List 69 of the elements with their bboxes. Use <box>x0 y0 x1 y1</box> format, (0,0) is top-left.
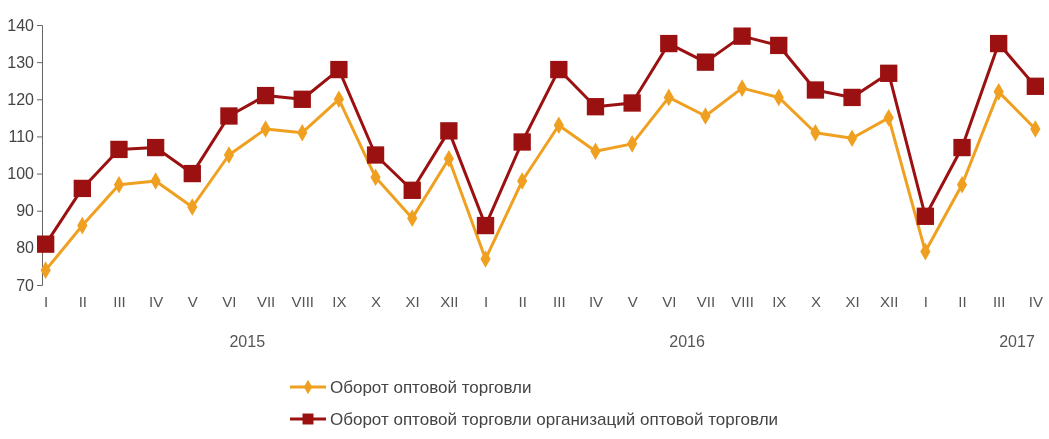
point <box>660 34 678 53</box>
point <box>550 60 568 79</box>
legend-label: Оборот оптовой торговли <box>330 378 532 397</box>
x-tick-label: XII <box>880 292 899 310</box>
x-tick-label: VI <box>222 292 237 310</box>
x-tick-label: XII <box>440 292 459 310</box>
point <box>623 94 641 112</box>
point <box>256 86 275 105</box>
x-tick-label: I <box>483 292 489 310</box>
text: 2015 <box>229 333 266 350</box>
point <box>953 138 971 157</box>
point <box>990 34 1008 53</box>
x-tick-label: IV <box>1028 292 1043 310</box>
x-tick-label: X <box>371 292 382 310</box>
x-tick-label: IV <box>588 292 604 310</box>
point <box>1026 77 1044 95</box>
x-tick-label: II <box>518 292 527 310</box>
x-tick-label: II <box>958 292 967 310</box>
point <box>146 138 165 157</box>
y-tick-label: 110 <box>8 128 35 146</box>
point <box>330 60 348 79</box>
y-tick-label: 70 <box>16 276 35 294</box>
x-tick-label: II <box>78 292 87 310</box>
point <box>586 98 605 116</box>
legend-label: Оборот оптовой торговли организаций оптовой торговли <box>330 410 779 429</box>
x-tick-label: V <box>627 292 638 310</box>
x-tick-label: III <box>992 292 1006 310</box>
x-tick-label: XI <box>845 292 860 310</box>
y-tick-label: 140 <box>7 16 35 34</box>
x-tick-label: IV <box>149 292 164 310</box>
point <box>916 207 935 225</box>
x-tick-label: IX <box>332 292 347 310</box>
point <box>806 81 825 99</box>
y-tick-label: 120 <box>7 90 35 108</box>
point <box>403 181 421 199</box>
x-tick-label: I <box>44 292 49 310</box>
text: 2016 <box>669 333 706 350</box>
x-tick-label: VIII <box>731 292 754 310</box>
point <box>733 27 751 45</box>
y-tick-label: 80 <box>16 239 35 257</box>
point <box>880 64 898 82</box>
y-tick-label: 90 <box>16 202 35 220</box>
x-tick-label: VII <box>256 292 276 310</box>
y-tick-label: 130 <box>7 53 35 71</box>
point <box>696 53 715 71</box>
point <box>476 216 495 235</box>
point <box>37 235 55 253</box>
point <box>110 140 128 159</box>
point <box>440 122 458 140</box>
x-tick-label: IX <box>772 292 787 310</box>
x-tick-label: V <box>187 292 198 310</box>
point <box>73 179 91 198</box>
x-tick-label: X <box>810 292 821 310</box>
x-tick-label: III <box>553 292 566 310</box>
y-tick-label: 100 <box>7 165 35 183</box>
point <box>513 133 531 151</box>
x-tick-label: XI <box>405 292 420 310</box>
point <box>293 90 311 108</box>
text: 2017 <box>999 333 1035 350</box>
point <box>770 36 788 55</box>
x-tick-label: I <box>923 292 928 310</box>
point <box>843 88 861 107</box>
point <box>220 107 238 125</box>
point <box>366 146 385 164</box>
x-tick-label: VII <box>696 292 716 310</box>
x-tick-label: VIII <box>291 292 314 310</box>
x-tick-label: VI <box>662 292 677 310</box>
point <box>183 164 201 183</box>
x-tick-label: III <box>113 292 126 310</box>
